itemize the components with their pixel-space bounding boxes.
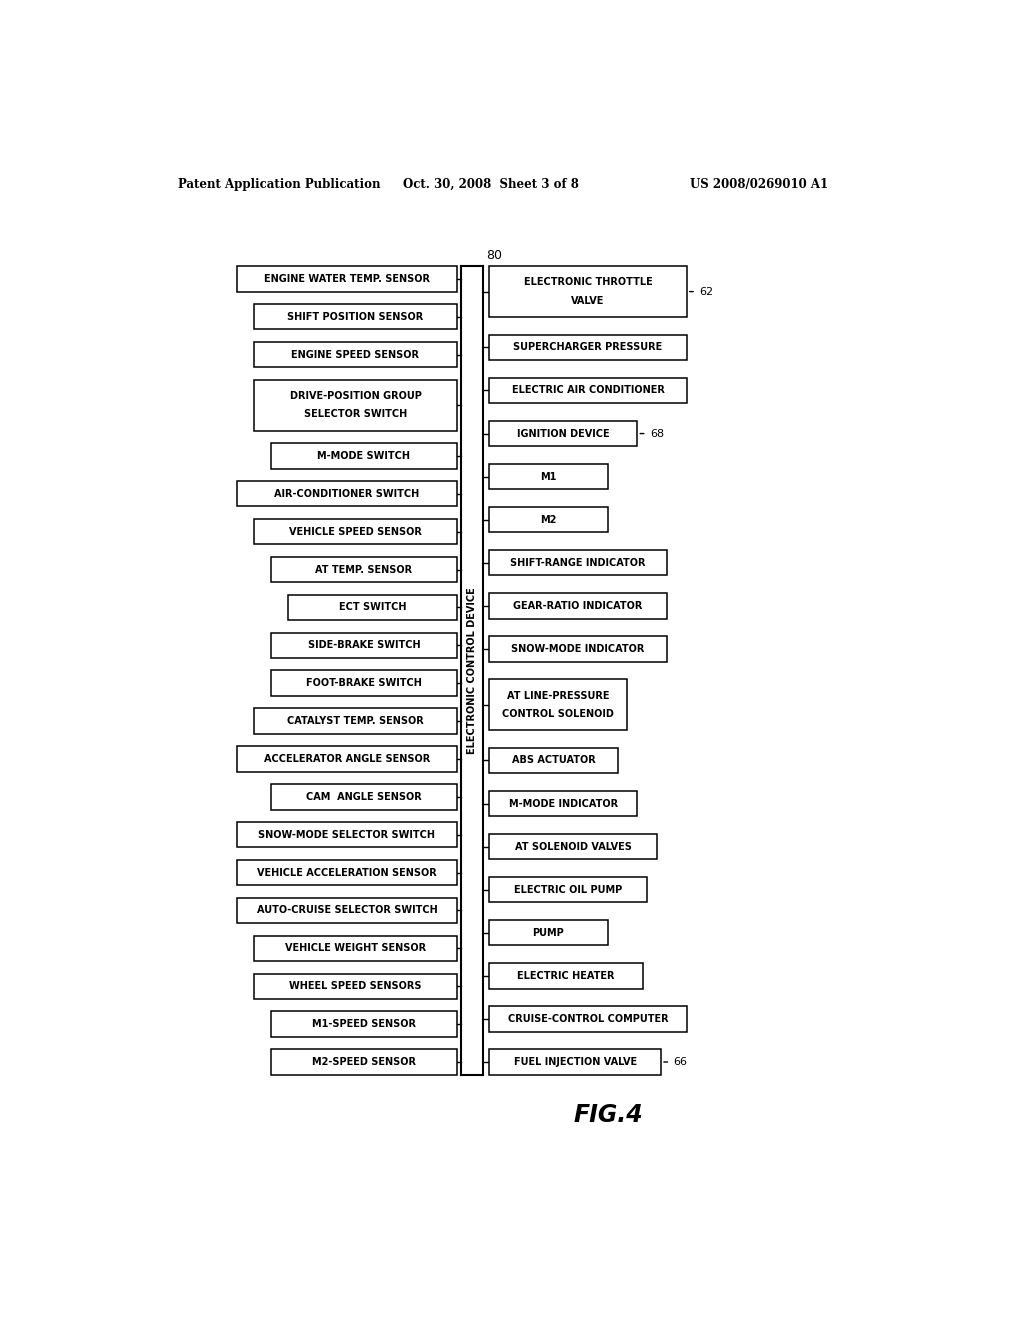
Text: ECT SWITCH: ECT SWITCH: [339, 602, 407, 612]
FancyBboxPatch shape: [489, 636, 667, 661]
FancyBboxPatch shape: [489, 593, 667, 619]
FancyBboxPatch shape: [254, 974, 458, 999]
Text: Patent Application Publication: Patent Application Publication: [178, 178, 381, 190]
Text: 62: 62: [699, 286, 714, 297]
Text: CRUISE-CONTROL COMPUTER: CRUISE-CONTROL COMPUTER: [508, 1014, 669, 1024]
Text: SELECTOR SWITCH: SELECTOR SWITCH: [304, 409, 408, 420]
FancyBboxPatch shape: [489, 920, 607, 945]
FancyBboxPatch shape: [270, 632, 458, 657]
Text: FIG.4: FIG.4: [573, 1102, 643, 1127]
FancyBboxPatch shape: [489, 550, 667, 576]
Text: 80: 80: [486, 248, 502, 261]
Text: DRIVE-POSITION GROUP: DRIVE-POSITION GROUP: [290, 391, 422, 401]
Text: CAM  ANGLE SENSOR: CAM ANGLE SENSOR: [306, 792, 422, 801]
Text: VEHICLE SPEED SENSOR: VEHICLE SPEED SENSOR: [289, 527, 422, 537]
Text: VEHICLE ACCELERATION SENSOR: VEHICLE ACCELERATION SENSOR: [257, 867, 437, 878]
Text: VEHICLE WEIGHT SENSOR: VEHICLE WEIGHT SENSOR: [285, 944, 426, 953]
FancyBboxPatch shape: [489, 1049, 662, 1074]
FancyBboxPatch shape: [489, 747, 617, 774]
Text: FUEL INJECTION VALVE: FUEL INJECTION VALVE: [514, 1057, 637, 1067]
Text: SUPERCHARGER PRESSURE: SUPERCHARGER PRESSURE: [513, 342, 663, 352]
FancyBboxPatch shape: [270, 784, 458, 809]
Text: VALVE: VALVE: [571, 296, 604, 306]
Text: PUMP: PUMP: [532, 928, 564, 937]
Text: CATALYST TEMP. SENSOR: CATALYST TEMP. SENSOR: [287, 715, 424, 726]
FancyBboxPatch shape: [489, 791, 637, 816]
Text: 68: 68: [650, 429, 664, 438]
FancyBboxPatch shape: [270, 444, 458, 469]
Text: AT TEMP. SENSOR: AT TEMP. SENSOR: [315, 565, 413, 574]
FancyBboxPatch shape: [237, 267, 458, 292]
FancyBboxPatch shape: [254, 936, 458, 961]
Text: ABS ACTUATOR: ABS ACTUATOR: [512, 755, 595, 766]
Text: M1-SPEED SENSOR: M1-SPEED SENSOR: [312, 1019, 416, 1030]
FancyBboxPatch shape: [237, 746, 458, 772]
Text: 66: 66: [674, 1057, 687, 1067]
FancyBboxPatch shape: [270, 1049, 458, 1074]
Text: SHIFT-RANGE INDICATOR: SHIFT-RANGE INDICATOR: [510, 558, 646, 568]
Text: ELECTRIC HEATER: ELECTRIC HEATER: [517, 970, 615, 981]
Text: ELECTRIC AIR CONDITIONER: ELECTRIC AIR CONDITIONER: [512, 385, 665, 396]
Text: M-MODE INDICATOR: M-MODE INDICATOR: [509, 799, 617, 809]
FancyBboxPatch shape: [489, 680, 628, 730]
Text: M1: M1: [541, 471, 557, 482]
FancyBboxPatch shape: [237, 480, 458, 507]
FancyBboxPatch shape: [489, 507, 607, 532]
Text: SNOW-MODE INDICATOR: SNOW-MODE INDICATOR: [511, 644, 645, 653]
Text: AT LINE-PRESSURE: AT LINE-PRESSURE: [507, 690, 609, 701]
FancyBboxPatch shape: [288, 595, 458, 620]
FancyBboxPatch shape: [270, 671, 458, 696]
Text: M2: M2: [541, 515, 557, 524]
Text: AIR-CONDITIONER SWITCH: AIR-CONDITIONER SWITCH: [274, 488, 420, 499]
Text: GEAR-RATIO INDICATOR: GEAR-RATIO INDICATOR: [513, 601, 643, 611]
Text: FOOT-BRAKE SWITCH: FOOT-BRAKE SWITCH: [306, 678, 422, 688]
FancyBboxPatch shape: [489, 421, 637, 446]
Text: US 2008/0269010 A1: US 2008/0269010 A1: [690, 178, 828, 190]
Text: AUTO-CRUISE SELECTOR SWITCH: AUTO-CRUISE SELECTOR SWITCH: [257, 906, 437, 916]
FancyBboxPatch shape: [254, 304, 458, 330]
FancyBboxPatch shape: [270, 1011, 458, 1036]
FancyBboxPatch shape: [254, 380, 458, 430]
FancyBboxPatch shape: [489, 463, 607, 490]
Text: AT SOLENOID VALVES: AT SOLENOID VALVES: [515, 842, 632, 851]
Text: CONTROL SOLENOID: CONTROL SOLENOID: [503, 709, 614, 719]
FancyBboxPatch shape: [254, 709, 458, 734]
FancyBboxPatch shape: [254, 519, 458, 544]
FancyBboxPatch shape: [489, 378, 687, 403]
FancyBboxPatch shape: [489, 1006, 687, 1032]
FancyBboxPatch shape: [489, 335, 687, 360]
Text: ENGINE WATER TEMP. SENSOR: ENGINE WATER TEMP. SENSOR: [264, 275, 430, 284]
Text: SIDE-BRAKE SWITCH: SIDE-BRAKE SWITCH: [307, 640, 420, 651]
Text: WHEEL SPEED SENSORS: WHEEL SPEED SENSORS: [289, 981, 422, 991]
FancyBboxPatch shape: [254, 342, 458, 367]
Text: ELECTRIC OIL PUMP: ELECTRIC OIL PUMP: [514, 884, 623, 895]
Text: IGNITION DEVICE: IGNITION DEVICE: [517, 429, 609, 438]
FancyBboxPatch shape: [237, 859, 458, 886]
Text: ELECTRONIC THROTTLE: ELECTRONIC THROTTLE: [523, 277, 652, 288]
Text: ELECTRONIC CONTROL DEVICE: ELECTRONIC CONTROL DEVICE: [467, 587, 477, 754]
FancyBboxPatch shape: [489, 964, 643, 989]
Text: ENGINE SPEED SENSOR: ENGINE SPEED SENSOR: [292, 350, 420, 359]
FancyBboxPatch shape: [489, 834, 657, 859]
Text: SHIFT POSITION SENSOR: SHIFT POSITION SENSOR: [288, 312, 424, 322]
Text: SNOW-MODE SELECTOR SWITCH: SNOW-MODE SELECTOR SWITCH: [258, 830, 435, 840]
Text: M2-SPEED SENSOR: M2-SPEED SENSOR: [312, 1057, 416, 1067]
FancyBboxPatch shape: [489, 267, 687, 317]
Text: ACCELERATOR ANGLE SENSOR: ACCELERATOR ANGLE SENSOR: [264, 754, 430, 764]
FancyBboxPatch shape: [489, 876, 647, 903]
FancyBboxPatch shape: [270, 557, 458, 582]
Text: Oct. 30, 2008  Sheet 3 of 8: Oct. 30, 2008 Sheet 3 of 8: [403, 178, 579, 190]
Text: M-MODE SWITCH: M-MODE SWITCH: [317, 451, 411, 461]
FancyBboxPatch shape: [237, 822, 458, 847]
FancyBboxPatch shape: [237, 898, 458, 923]
